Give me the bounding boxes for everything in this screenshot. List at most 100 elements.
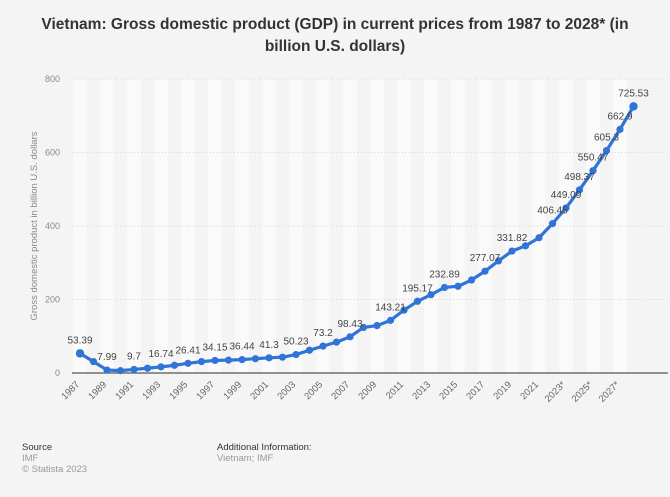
x-tick-label: 2013 <box>410 379 433 402</box>
column-band <box>451 79 465 373</box>
data-point <box>278 353 287 361</box>
data-point <box>319 342 327 350</box>
data-label: 9.7 <box>127 351 141 362</box>
column-band <box>397 79 411 373</box>
data-label: 34.15 <box>202 342 227 353</box>
data-point <box>548 220 557 228</box>
x-tick-label: 1991 <box>113 379 136 402</box>
x-tick-label: 2025* <box>570 379 596 405</box>
x-tick-label: 2017 <box>464 379 487 402</box>
data-point <box>629 102 638 111</box>
chart-title: Vietnam: Gross domestic product (GDP) in… <box>41 16 629 55</box>
data-label: 26.41 <box>175 345 200 356</box>
data-point <box>197 358 206 366</box>
y-tick-label: 0 <box>55 368 60 378</box>
data-label: 550.47 <box>578 153 609 164</box>
data-point <box>211 356 219 365</box>
source-heading: Source <box>22 442 53 453</box>
x-tick-label: 2021 <box>518 379 541 402</box>
data-label: 331.82 <box>497 233 528 244</box>
data-label: 50.23 <box>283 337 308 348</box>
data-point <box>589 167 597 175</box>
data-point <box>170 361 179 369</box>
data-point <box>521 242 530 250</box>
data-point <box>251 355 260 363</box>
data-label: 36.44 <box>229 342 254 353</box>
data-point <box>386 316 395 324</box>
data-label: 605.3 <box>594 133 619 144</box>
additional-info-value: Vietnam; IMF <box>217 453 274 464</box>
data-point <box>562 204 570 212</box>
x-tick-label: 1987 <box>59 379 82 402</box>
data-point <box>75 349 85 358</box>
y-axis-label: Gross domestic product in billion U.S. d… <box>29 131 40 320</box>
y-tick-label: 200 <box>45 295 60 305</box>
column-band <box>505 79 519 373</box>
column-band <box>370 79 384 373</box>
column-band <box>559 79 573 373</box>
x-tick-label: 1997 <box>194 379 217 402</box>
data-point <box>143 364 152 372</box>
x-tick-label: 2023* <box>543 379 569 405</box>
column-band <box>235 79 249 373</box>
line-chart: 0 200 400 600 800 Gross domestic product in b… <box>29 74 668 405</box>
data-label: 662.9 <box>607 111 632 122</box>
data-point <box>116 367 125 375</box>
data-point <box>413 297 422 305</box>
data-point <box>400 306 408 314</box>
x-tick-label: 1989 <box>86 379 109 402</box>
column-band <box>532 79 546 373</box>
data-point <box>467 276 476 284</box>
data-label: 498.37 <box>564 172 595 183</box>
column-band <box>586 79 600 373</box>
data-point <box>575 186 584 194</box>
x-tick-label: 2015 <box>437 379 460 402</box>
column-band <box>262 79 276 373</box>
x-tick-label: 1995 <box>167 379 190 402</box>
data-point <box>602 146 611 155</box>
data-point <box>265 354 273 362</box>
additional-info-heading: Additional Information: <box>217 442 312 453</box>
column-band <box>154 79 168 373</box>
data-label: 725.53 <box>618 88 649 99</box>
column-band <box>127 79 141 373</box>
column-band <box>100 79 114 373</box>
column-band <box>208 79 222 373</box>
data-label: 277.07 <box>470 253 501 264</box>
data-label: 232.89 <box>429 269 460 280</box>
data-label: 16.74 <box>148 349 173 360</box>
x-tick-label: 2009 <box>356 379 379 402</box>
x-tick-label: 2001 <box>248 379 271 402</box>
data-point <box>89 358 98 366</box>
data-point <box>535 234 543 242</box>
x-tick-label: 1993 <box>140 379 163 402</box>
data-point <box>508 247 516 255</box>
data-point <box>494 257 503 265</box>
data-point <box>238 356 246 364</box>
data-point <box>427 291 435 299</box>
data-point <box>184 359 192 367</box>
data-point <box>440 283 449 292</box>
source-block: Source IMF © Statista 2023 <box>22 442 87 475</box>
x-tick-label: 2007 <box>329 379 352 402</box>
data-label: 73.2 <box>313 328 333 339</box>
data-label: 406.45 <box>537 206 568 217</box>
data-point <box>346 333 354 341</box>
source-value: IMF <box>22 453 39 464</box>
data-label: 41.3 <box>259 340 279 351</box>
y-tick-label: 800 <box>45 74 60 84</box>
column-band <box>478 79 492 373</box>
column-band <box>181 79 195 373</box>
column-band <box>316 79 330 373</box>
column-band <box>613 79 627 373</box>
data-label: 449.09 <box>551 190 582 201</box>
data-point <box>130 365 138 374</box>
copyright: © Statista 2023 <box>22 464 88 475</box>
y-tick-label: 400 <box>45 221 60 231</box>
column-band <box>73 79 87 373</box>
data-label: 7.99 <box>97 352 117 363</box>
data-point <box>373 321 381 330</box>
data-point <box>224 356 233 364</box>
data-point <box>292 350 300 359</box>
x-tick-label: 2019 <box>491 379 514 402</box>
